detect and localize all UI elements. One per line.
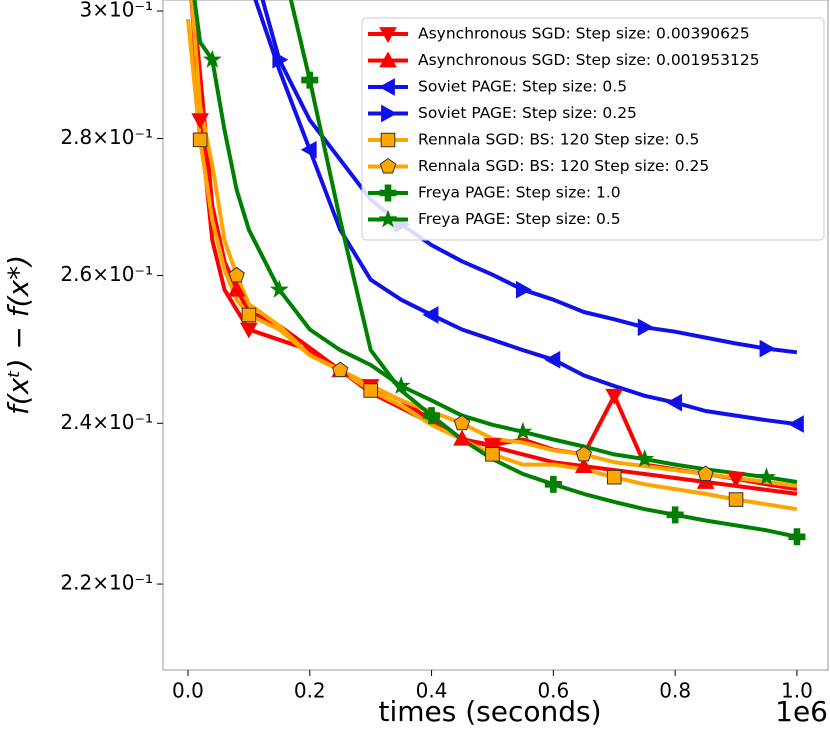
legend-label: Rennala SGD: BS: 120 Step size: 0.25 <box>418 157 709 175</box>
x-tick-label: 0.0 <box>172 679 204 703</box>
marker <box>241 307 257 323</box>
legend-label: Soviet PAGE: Step size: 0.25 <box>418 104 637 122</box>
x-tick-label: 0.4 <box>416 679 448 703</box>
marker <box>544 350 561 369</box>
marker <box>605 388 624 405</box>
marker <box>202 49 222 68</box>
marker <box>301 71 319 89</box>
marker <box>391 376 411 394</box>
marker <box>575 445 592 462</box>
y-tick-label: 2.4×10⁻¹ <box>60 410 153 434</box>
marker <box>696 472 715 489</box>
marker <box>727 471 745 488</box>
y-axis-label: f(xᵗ) − f(x*) <box>2 255 35 415</box>
y-tick-label: 2.6×10⁻¹ <box>60 262 153 286</box>
marker <box>227 280 246 297</box>
y-tick-label: 3×10⁻¹ <box>79 0 153 22</box>
legend-label: Asynchronous SGD: Step size: 0.00390625 <box>418 25 750 43</box>
marker <box>516 280 532 299</box>
marker <box>485 447 500 462</box>
marker <box>453 429 471 446</box>
marker <box>666 393 683 412</box>
marker <box>513 421 533 440</box>
series-line <box>288 0 798 539</box>
legend-box <box>361 17 825 241</box>
legend-label: Freya PAGE: Step size: 0.5 <box>418 210 621 228</box>
y-tick-label: 2.8×10⁻¹ <box>60 125 153 149</box>
marker <box>666 506 684 524</box>
x-axis-label: times (seconds) <box>378 695 601 728</box>
marker <box>483 438 502 455</box>
marker <box>423 407 441 425</box>
marker <box>300 140 317 159</box>
marker <box>787 415 804 433</box>
marker <box>379 51 397 68</box>
legend-label: Asynchronous SGD: Step size: 0.001953125 <box>418 51 760 69</box>
x-offset-label: 1e6 <box>775 695 828 728</box>
marker <box>378 209 398 228</box>
legend-label: Soviet PAGE: Step size: 0.5 <box>418 78 627 96</box>
marker <box>381 104 398 123</box>
series-line <box>253 0 798 427</box>
legend: Asynchronous SGD: Step size: 0.00390625 A… <box>361 17 825 241</box>
marker <box>606 469 622 485</box>
x-tick-label: 0.2 <box>294 679 326 703</box>
marker <box>759 339 776 358</box>
marker <box>379 27 397 44</box>
series-line <box>192 0 798 484</box>
marker <box>378 78 395 96</box>
marker <box>574 457 593 474</box>
marker <box>240 322 258 339</box>
x-tick-label: 1.0 <box>781 679 813 703</box>
y-tick-label: 2.2×10⁻¹ <box>60 571 153 595</box>
legend-label: Freya PAGE: Step size: 1.0 <box>418 184 621 202</box>
marker <box>379 157 397 174</box>
marker <box>191 113 209 130</box>
marker <box>269 279 289 298</box>
marker <box>379 184 397 202</box>
marker <box>363 383 378 398</box>
marker <box>192 132 208 148</box>
marker <box>788 528 806 546</box>
legend-label: Rennala SGD: BS: 120 Step size: 0.5 <box>418 131 699 149</box>
marker <box>697 465 714 482</box>
marker <box>544 475 562 493</box>
marker <box>757 467 776 486</box>
marker <box>272 50 289 69</box>
marker <box>453 414 471 431</box>
plot-lines <box>186 0 806 546</box>
x-tick-label: 0.6 <box>537 679 569 703</box>
marker <box>422 306 439 324</box>
marker <box>635 449 655 468</box>
marker <box>380 132 396 148</box>
marker <box>332 361 349 378</box>
marker <box>637 318 654 337</box>
x-tick-label: 0.8 <box>659 679 691 703</box>
marker <box>728 492 744 507</box>
marker <box>228 266 245 283</box>
